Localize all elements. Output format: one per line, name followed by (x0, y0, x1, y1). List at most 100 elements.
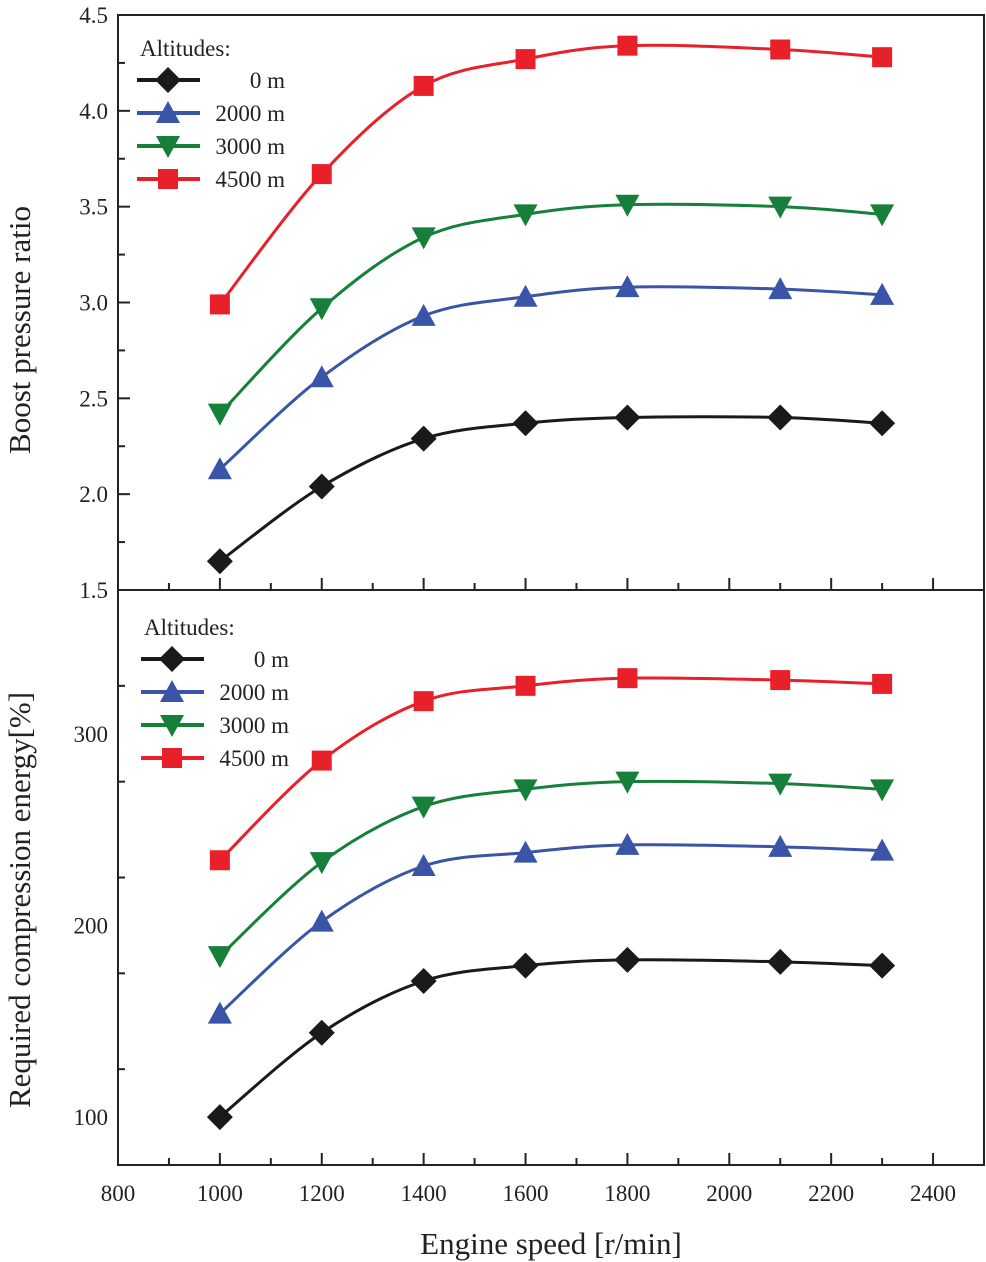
legend-marker (156, 101, 180, 123)
series-3000m (207, 771, 895, 969)
x-tick-label: 2400 (910, 1181, 956, 1206)
data-point (308, 1019, 335, 1046)
data-point (413, 691, 434, 712)
data-point (768, 196, 793, 219)
data-point (870, 282, 895, 305)
y-tick-label: 300 (74, 722, 109, 747)
y-tick-label: 4.0 (79, 99, 108, 124)
data-point (513, 779, 538, 802)
data-point (309, 909, 334, 932)
data-point (768, 277, 793, 300)
data-point (513, 840, 538, 863)
x-tick-label: 800 (101, 1181, 136, 1206)
series-3000m (207, 194, 895, 426)
data-point (515, 675, 536, 696)
data-point (309, 852, 334, 875)
data-point (614, 946, 641, 973)
legend-marker (159, 646, 185, 672)
series-0m (206, 404, 896, 575)
data-point (615, 832, 640, 855)
data-point (869, 410, 896, 437)
y-tick-label: 3.5 (79, 195, 108, 220)
x-tick-label: 1200 (299, 1181, 345, 1206)
data-point (309, 298, 334, 321)
data-point (513, 284, 538, 307)
data-point (410, 968, 437, 994)
data-point (870, 838, 895, 861)
data-point (411, 227, 436, 250)
y-tick-label: 3.0 (79, 291, 108, 316)
data-point (411, 854, 436, 876)
x-tick-label: 2200 (808, 1181, 854, 1206)
data-point (311, 164, 332, 185)
data-point (615, 771, 640, 794)
series-2000m (207, 275, 895, 480)
bottom-y-axis-title: Required compression energy[%] (2, 692, 37, 1108)
y-tick-label: 2.5 (79, 386, 108, 411)
legend-label: 4500 m (215, 167, 285, 192)
data-point (411, 303, 436, 326)
data-point (770, 39, 791, 60)
series-4500m (209, 35, 893, 315)
data-point (515, 49, 536, 70)
legend-label: 4500 m (219, 746, 289, 771)
data-point (869, 952, 896, 979)
data-point (872, 47, 893, 68)
x-tick-label: 2000 (706, 1181, 752, 1206)
data-point (209, 294, 230, 315)
legend-marker (162, 748, 182, 768)
data-point (206, 548, 233, 575)
x-tick-label: 1600 (503, 1181, 549, 1206)
data-point (870, 204, 895, 227)
x-tick-label: 1000 (197, 1181, 243, 1206)
data-point (308, 473, 335, 500)
data-point (207, 946, 232, 969)
data-point (767, 948, 794, 975)
legend-label: 2000 m (219, 680, 289, 705)
data-point (207, 1001, 232, 1024)
data-point (615, 194, 640, 217)
legend-title: Altitudes: (140, 36, 231, 61)
legend-label: 0 m (254, 647, 289, 672)
legend-label: 0 m (250, 68, 285, 93)
legend-marker (156, 136, 180, 158)
series-4500m (209, 668, 893, 871)
y-tick-label: 1.5 (79, 578, 108, 603)
data-point (207, 457, 232, 480)
y-tick-label: 2.0 (79, 482, 108, 507)
data-point (767, 404, 794, 431)
legend-label: 2000 m (215, 101, 285, 126)
x-axis-title: Engine speed [r/min] (420, 1226, 682, 1261)
data-point (411, 796, 436, 819)
legend-marker (160, 680, 184, 702)
data-point (206, 1104, 233, 1131)
data-point (513, 204, 538, 227)
legend-title: Altitudes: (144, 615, 235, 640)
series-2000m (207, 832, 895, 1024)
legend-marker (158, 169, 178, 189)
data-point (768, 834, 793, 857)
top-y-axis-title: Boost pressure ratio (2, 206, 37, 454)
data-point (617, 668, 638, 689)
data-point (617, 35, 638, 56)
data-point (309, 365, 334, 388)
data-point (615, 275, 640, 298)
data-point (512, 952, 539, 979)
legend-label: 3000 m (219, 713, 289, 738)
legend-marker (160, 715, 184, 737)
data-point (207, 403, 232, 426)
data-point (413, 75, 434, 96)
data-point (311, 750, 332, 771)
data-point (209, 850, 230, 871)
y-tick-label: 100 (74, 1105, 109, 1130)
legend-label: 3000 m (215, 134, 285, 159)
y-tick-label: 4.5 (79, 3, 108, 28)
legend-marker (155, 67, 181, 93)
data-point (410, 425, 437, 452)
data-point (872, 673, 893, 694)
plot-panel-0: 1.5 2.0 2.5 3.0 3.5 4.0 4.5 0 m 2000 m 3000 m 4500… (79, 3, 985, 603)
data-point (614, 404, 641, 431)
data-point (512, 410, 539, 437)
data-point (768, 773, 793, 796)
